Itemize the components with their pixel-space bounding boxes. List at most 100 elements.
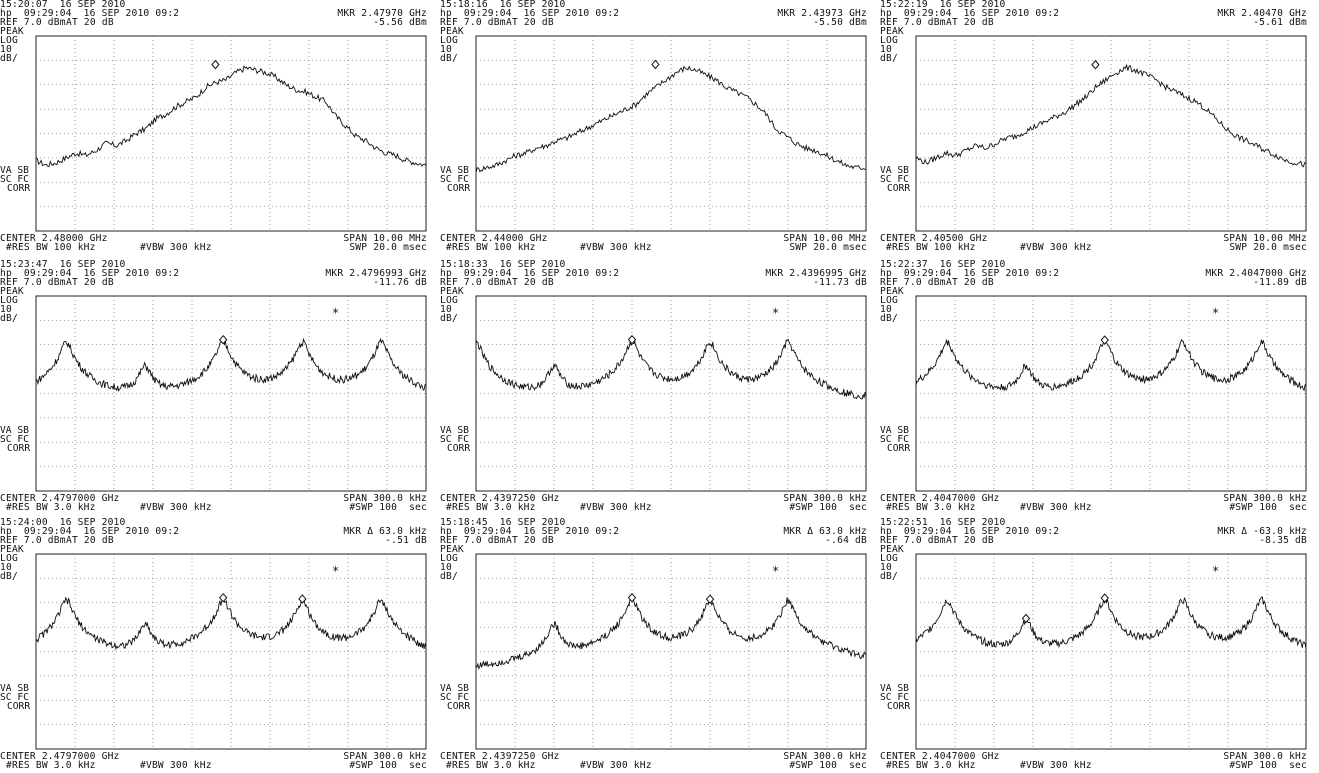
log-scale: LOG xyxy=(0,35,18,46)
spectrum-trace xyxy=(475,338,867,400)
sweep-time: #SWP 100 sec xyxy=(349,760,427,771)
center-frequency: CENTER 2.4797000 GHz xyxy=(0,493,120,504)
ref-level: REF 7.0 dBm xyxy=(0,535,66,546)
analyzer-panel: 15:22:37 16 SEP 2010 hp 09:29:04 16 SEP 2… xyxy=(880,260,1307,513)
div-value: 10 xyxy=(0,562,12,573)
corr-label: CORR xyxy=(7,443,31,454)
center-frequency: CENTER 2.4047000 GHz xyxy=(880,751,1000,762)
header-line: hp 09:29:04 16 SEP 2010 09:2 xyxy=(440,268,620,279)
ref-level: REF 7.0 dBm xyxy=(0,277,66,288)
timestamp: 15:18:33 16 SEP 2010 xyxy=(440,259,566,270)
detector-mode: PEAK xyxy=(0,26,24,37)
spectrum-trace xyxy=(915,596,1307,649)
marker-value: -.51 dB xyxy=(385,535,427,546)
analyzer-panel: 15:18:33 16 SEP 2010 hp 09:29:04 16 SEP 2… xyxy=(440,260,867,513)
span-setting: SPAN 300.0 kHz xyxy=(783,751,867,762)
trace-plot xyxy=(915,553,1307,750)
detector-mode: PEAK xyxy=(0,544,24,555)
video-bandwidth: #VBW 300 kHz xyxy=(140,242,212,253)
log-scale: LOG xyxy=(880,295,898,306)
span-setting: SPAN 10.00 MHz xyxy=(1223,233,1307,244)
attenuation: AT 20 dB xyxy=(946,17,994,28)
resolution-bandwidth: #RES BW 3.0 kHz xyxy=(6,502,96,513)
center-frequency: CENTER 2.4797000 GHz xyxy=(0,751,120,762)
analyzer-panel: 15:18:45 16 SEP 2010 hp 09:29:04 16 SEP 2… xyxy=(440,518,867,771)
spectrum-trace xyxy=(915,337,1307,392)
analyzer-panel: 15:23:47 16 SEP 2010 hp 09:29:04 16 SEP 2… xyxy=(0,260,427,513)
spectrum-trace xyxy=(35,65,427,168)
marker-diamond xyxy=(627,334,637,345)
delta-marker-diamond xyxy=(298,594,307,604)
timestamp: 15:22:37 16 SEP 2010 xyxy=(880,259,1006,270)
db-per-div: dB/ xyxy=(0,53,18,64)
sc-fc-label: SC FC xyxy=(880,692,909,703)
marker-diamond xyxy=(627,592,637,603)
div-value: 10 xyxy=(880,304,892,315)
sweep-time: #SWP 100 sec xyxy=(1229,502,1307,513)
marker-value: -5.56 dBm xyxy=(373,17,427,28)
marker-readout: MKR 2.43973 GHz xyxy=(777,8,867,19)
attenuation: AT 20 dB xyxy=(506,17,554,28)
va-sb-label: VA SB xyxy=(440,425,469,436)
va-sb-label: VA SB xyxy=(880,683,909,694)
marker-readout: MKR 2.4396995 GHz xyxy=(765,268,867,279)
sc-fc-label: SC FC xyxy=(0,174,29,185)
corr-label: CORR xyxy=(447,443,471,454)
div-value: 10 xyxy=(0,304,12,315)
db-per-div: dB/ xyxy=(880,571,898,582)
sc-fc-label: SC FC xyxy=(0,434,29,445)
resolution-bandwidth: #RES BW 100 kHz xyxy=(6,242,96,253)
marker-value: -5.50 dBm xyxy=(813,17,867,28)
analyzer-panel: 15:18:16 16 SEP 2010 hp 09:29:04 16 SEP 2… xyxy=(440,0,867,253)
video-bandwidth: #VBW 300 kHz xyxy=(140,502,212,513)
resolution-bandwidth: #RES BW 3.0 kHz xyxy=(886,502,976,513)
marker-diamond xyxy=(1100,335,1109,345)
detector-mode: PEAK xyxy=(880,26,904,37)
center-frequency: CENTER 2.4047000 GHz xyxy=(880,493,1000,504)
trace-plot xyxy=(475,295,867,492)
log-scale: LOG xyxy=(440,295,458,306)
trace-svg xyxy=(915,295,1307,492)
marker-readout: MKR 2.4796993 GHz xyxy=(325,268,427,279)
marker-value: -.64 dB xyxy=(825,535,867,546)
analyzer-panel: 15:22:19 16 SEP 2010 hp 09:29:04 16 SEP 2… xyxy=(880,0,1307,253)
trace-plot xyxy=(475,35,867,232)
analyzer-panel: 15:24:00 16 SEP 2010 hp 09:29:04 16 SEP 2… xyxy=(0,518,427,771)
center-frequency: CENTER 2.4397250 GHz xyxy=(440,751,560,762)
marker-diamond xyxy=(219,334,228,345)
db-per-div: dB/ xyxy=(0,313,18,324)
trace-svg xyxy=(475,295,867,492)
div-value: 10 xyxy=(880,562,892,573)
header-line: hp 09:29:04 16 SEP 2010 09:2 xyxy=(0,268,180,279)
spectrum-trace xyxy=(35,336,427,392)
trace-plot xyxy=(915,35,1307,232)
marker-value: -11.73 dB xyxy=(813,277,867,288)
resolution-bandwidth: #RES BW 3.0 kHz xyxy=(446,760,536,771)
log-scale: LOG xyxy=(880,553,898,564)
ref-level: REF 7.0 dBm xyxy=(880,535,946,546)
sweep-time: SWP 20.0 msec xyxy=(349,242,427,253)
trace-plot xyxy=(35,553,427,750)
log-scale: LOG xyxy=(0,295,18,306)
sweep-asterisk: * xyxy=(1212,306,1220,320)
ref-level: REF 7.0 dBm xyxy=(440,535,506,546)
header-line: hp 09:29:04 16 SEP 2010 09:2 xyxy=(880,8,1060,19)
trace-plot xyxy=(35,295,427,492)
corr-label: CORR xyxy=(7,183,31,194)
timestamp: 15:22:51 16 SEP 2010 xyxy=(880,517,1006,528)
delta-marker-diamond xyxy=(705,594,715,604)
sweep-time: #SWP 100 sec xyxy=(789,760,867,771)
marker-diamond xyxy=(1091,59,1100,70)
sc-fc-label: SC FC xyxy=(880,174,909,185)
trace-svg xyxy=(915,35,1307,232)
span-setting: SPAN 300.0 kHz xyxy=(783,493,867,504)
center-frequency: CENTER 2.40500 GHz xyxy=(880,233,988,244)
sweep-asterisk: * xyxy=(1212,564,1220,578)
sc-fc-label: SC FC xyxy=(440,434,469,445)
corr-label: CORR xyxy=(447,701,471,712)
va-sb-label: VA SB xyxy=(440,165,469,176)
center-frequency: CENTER 2.48000 GHz xyxy=(0,233,108,244)
analyzer-panel: 15:20:07 16 SEP 2010 hp 09:29:04 16 SEP 2… xyxy=(0,0,427,253)
plot-frame xyxy=(475,295,867,492)
detector-mode: PEAK xyxy=(880,544,904,555)
